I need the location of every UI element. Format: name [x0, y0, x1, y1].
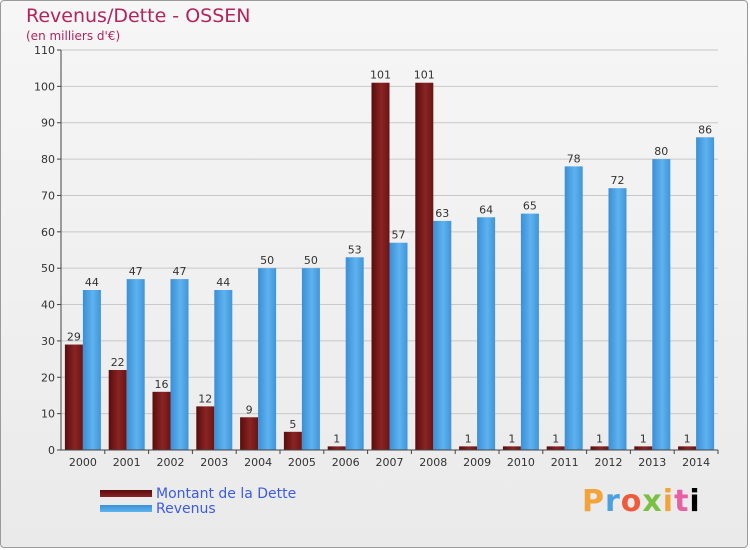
- bar-revenue: [389, 242, 408, 450]
- x-tick-label: 2008: [419, 456, 447, 469]
- data-label-revenue: 63: [435, 207, 449, 220]
- bar-debt: [64, 344, 83, 450]
- x-tick-label: 2009: [463, 456, 491, 469]
- bar-debt: [459, 446, 478, 450]
- bar-debt: [678, 446, 697, 450]
- chart-subtitle: (en milliers d'€): [26, 29, 121, 43]
- data-label-revenue: 86: [698, 123, 712, 136]
- data-label-debt: 101: [414, 69, 435, 82]
- y-tick-label: 70: [41, 189, 55, 202]
- data-label-revenue: 47: [129, 265, 143, 278]
- bar-debt: [240, 417, 259, 450]
- y-tick-label: 40: [41, 299, 55, 312]
- bar-debt: [502, 446, 521, 450]
- x-tick-label: 2007: [376, 456, 404, 469]
- data-label-revenue: 44: [85, 276, 99, 289]
- y-tick-label: 60: [41, 226, 55, 239]
- legend-item-debt: Montant de la Dette: [100, 485, 297, 502]
- bar-revenue: [345, 257, 364, 450]
- legend-swatch-revenue: [100, 505, 152, 512]
- y-tick-label: 110: [34, 44, 55, 57]
- data-label-debt: 1: [640, 432, 647, 445]
- x-tick-label: 2014: [682, 456, 710, 469]
- y-tick-label: 50: [41, 262, 55, 275]
- data-label-revenue: 80: [654, 145, 668, 158]
- x-tick-label: 2004: [244, 456, 272, 469]
- y-tick-label: 90: [41, 117, 55, 130]
- y-tick-label: 80: [41, 153, 55, 166]
- data-label-revenue: 50: [304, 254, 318, 267]
- x-tick-label: 2002: [157, 456, 185, 469]
- data-label-debt: 5: [289, 418, 296, 431]
- data-label-debt: 16: [155, 378, 169, 391]
- x-tick-label: 2012: [595, 456, 623, 469]
- bar-debt: [590, 446, 609, 450]
- bar-debt: [196, 406, 215, 450]
- bar-debt: [327, 446, 346, 450]
- y-tick-label: 100: [34, 80, 55, 93]
- bar-revenue: [696, 137, 715, 451]
- bar-revenue: [82, 290, 101, 450]
- chart-legend: Montant de la Dette Revenus: [100, 485, 297, 517]
- x-tick-label: 2013: [638, 456, 666, 469]
- bar-revenue: [564, 166, 583, 450]
- x-tick-label: 2005: [288, 456, 316, 469]
- bar-debt: [415, 82, 434, 451]
- proxiti-logo: Proxiti: [582, 484, 701, 519]
- data-label-debt: 1: [465, 432, 472, 445]
- data-label-debt: 9: [246, 403, 253, 416]
- bar-revenue: [301, 268, 320, 450]
- data-label-debt: 101: [370, 69, 391, 82]
- data-label-debt: 1: [552, 432, 559, 445]
- y-tick-label: 0: [48, 444, 55, 457]
- data-label-revenue: 53: [348, 243, 362, 256]
- y-tick-label: 10: [41, 408, 55, 421]
- legend-label-revenue: Revenus: [156, 500, 216, 517]
- bar-revenue: [608, 188, 627, 450]
- bar-debt: [371, 82, 390, 451]
- data-label-revenue: 57: [392, 229, 406, 242]
- x-tick-label: 2003: [200, 456, 228, 469]
- data-label-debt: 12: [198, 392, 212, 405]
- bar-debt: [634, 446, 653, 450]
- x-tick-label: 2011: [551, 456, 579, 469]
- data-label-debt: 22: [111, 356, 125, 369]
- bar-revenue: [520, 213, 539, 450]
- data-label-revenue: 72: [611, 174, 625, 187]
- data-label-revenue: 47: [173, 265, 187, 278]
- legend-swatch-debt: [100, 490, 152, 497]
- x-tick-label: 2006: [332, 456, 360, 469]
- bar-revenue: [126, 279, 145, 450]
- y-tick-label: 30: [41, 335, 55, 348]
- data-label-debt: 1: [596, 432, 603, 445]
- bar-revenue: [258, 268, 277, 450]
- data-label-debt: 29: [67, 331, 81, 344]
- bar-debt: [546, 446, 565, 450]
- chart-title: Revenus/Dette - OSSEN: [26, 5, 251, 27]
- data-label-debt: 1: [333, 432, 340, 445]
- data-label-revenue: 64: [479, 203, 493, 216]
- bar-revenue: [652, 159, 671, 450]
- bar-revenue: [214, 290, 233, 450]
- legend-item-revenue: Revenus: [100, 500, 296, 517]
- bar-debt: [152, 391, 171, 450]
- bar-revenue: [433, 220, 452, 450]
- bar-debt: [283, 431, 302, 450]
- bar-revenue: [170, 279, 189, 450]
- data-label-revenue: 44: [216, 276, 230, 289]
- data-label-revenue: 78: [567, 152, 581, 165]
- bar-debt: [108, 370, 127, 450]
- data-label-debt: 1: [508, 432, 515, 445]
- data-label-revenue: 65: [523, 200, 537, 213]
- y-tick-label: 20: [41, 371, 55, 384]
- bar-revenue: [477, 217, 496, 450]
- x-tick-label: 2000: [69, 456, 97, 469]
- legend-label-debt: Montant de la Dette: [156, 485, 297, 502]
- x-tick-label: 2001: [113, 456, 141, 469]
- data-label-debt: 1: [684, 432, 691, 445]
- x-tick-label: 2010: [507, 456, 535, 469]
- data-label-revenue: 50: [260, 254, 274, 267]
